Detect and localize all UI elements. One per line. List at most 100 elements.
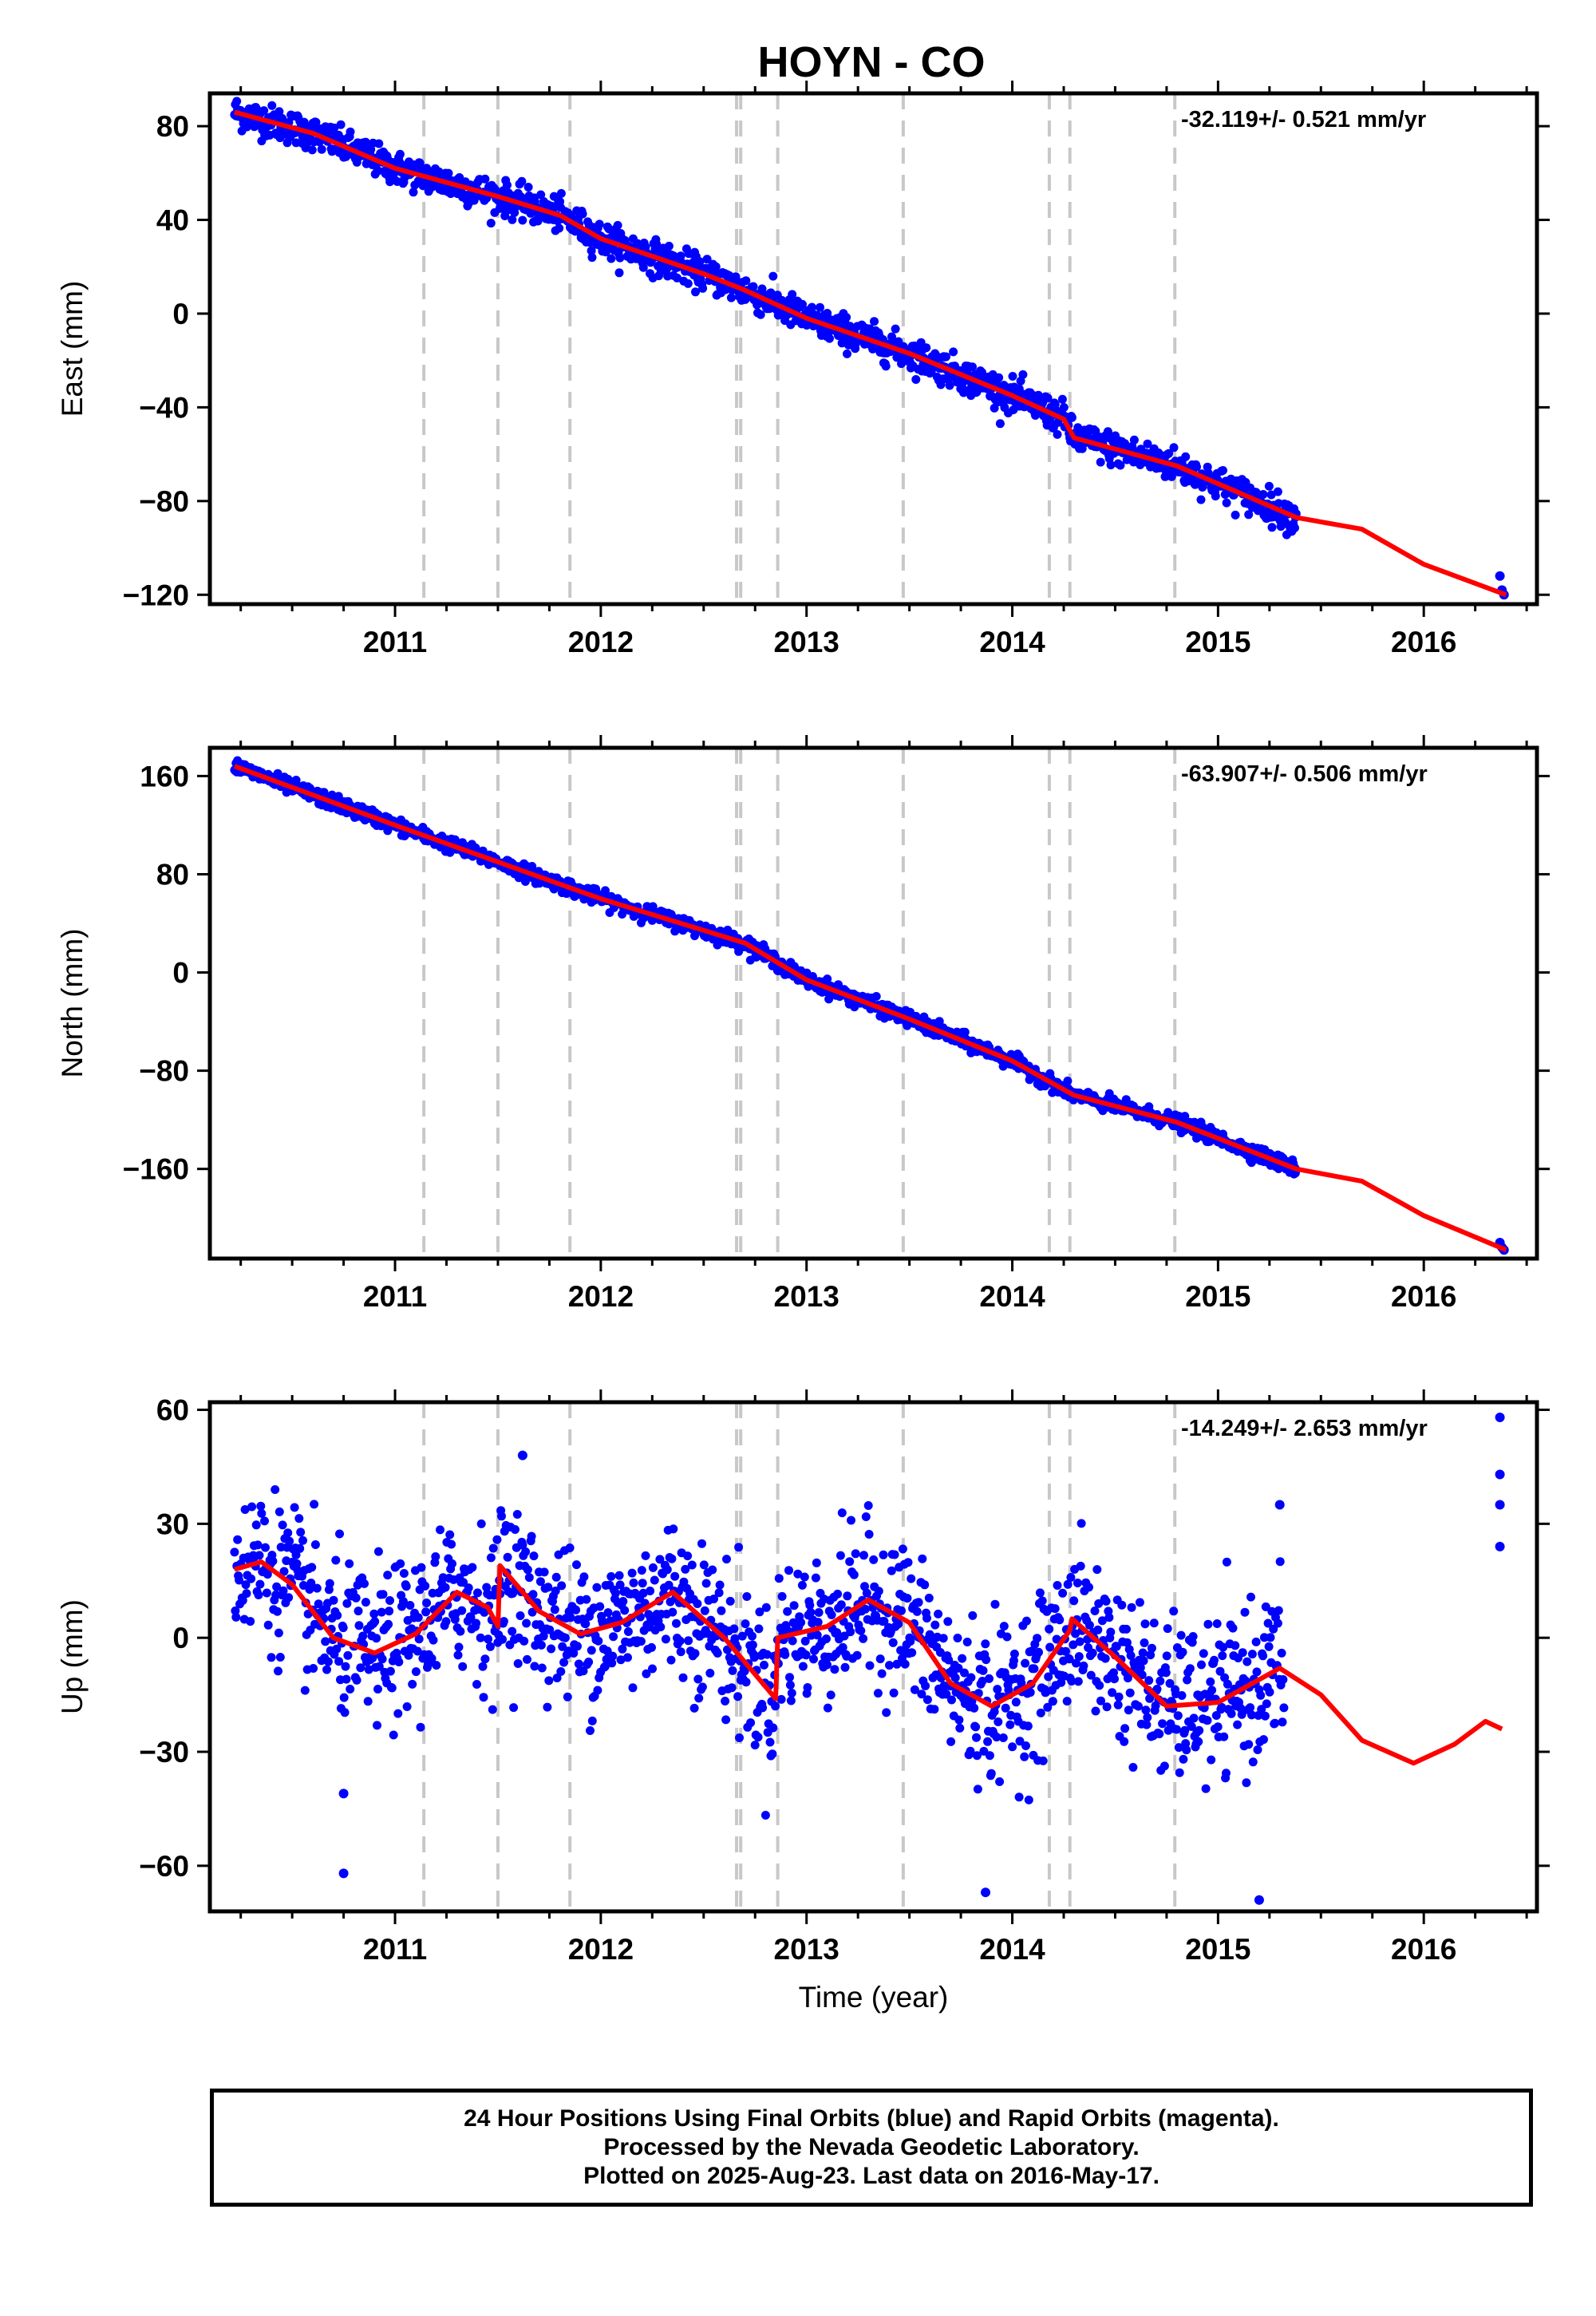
data-point xyxy=(335,1529,344,1539)
data-point xyxy=(897,1606,906,1615)
data-point xyxy=(1061,1646,1070,1656)
y-tick-label: −30 xyxy=(139,1736,189,1769)
footer-line-2: Processed by the Nevada Geodetic Laborat… xyxy=(603,2134,1140,2160)
data-point xyxy=(1277,1648,1286,1658)
data-point xyxy=(637,1566,646,1575)
data-point xyxy=(672,1618,681,1628)
data-point xyxy=(1121,1095,1131,1105)
data-point xyxy=(806,1607,816,1617)
data-point xyxy=(662,1565,672,1575)
data-points xyxy=(230,97,1509,600)
data-point xyxy=(539,1567,549,1577)
data-point xyxy=(509,1703,519,1713)
data-point xyxy=(746,1718,756,1728)
data-point xyxy=(550,1605,559,1614)
data-point xyxy=(1073,1677,1083,1686)
data-point xyxy=(721,1715,731,1725)
data-point xyxy=(1279,1703,1289,1713)
data-point xyxy=(527,1531,536,1541)
data-point xyxy=(793,1569,803,1579)
data-point xyxy=(1183,1675,1192,1685)
data-point xyxy=(754,1624,764,1634)
data-point xyxy=(1275,1557,1285,1567)
data-point xyxy=(907,1574,916,1583)
data-point xyxy=(385,1596,394,1605)
data-point xyxy=(385,1607,394,1616)
data-point xyxy=(422,1599,432,1607)
data-point xyxy=(1110,1674,1119,1684)
data-point xyxy=(1235,1703,1245,1713)
data-point xyxy=(695,257,705,267)
data-point xyxy=(1215,1666,1225,1676)
data-point xyxy=(1073,1579,1082,1587)
data-point xyxy=(711,262,721,271)
data-point xyxy=(384,1619,393,1629)
data-point xyxy=(336,120,346,129)
data-point xyxy=(995,419,1005,429)
data-point xyxy=(543,1702,552,1712)
data-point xyxy=(267,1653,276,1662)
data-point xyxy=(689,1703,699,1713)
data-point xyxy=(666,1655,676,1665)
data-point xyxy=(900,1659,910,1669)
data-point xyxy=(374,1662,384,1671)
data-point xyxy=(894,1619,903,1629)
data-point xyxy=(879,1617,889,1626)
data-point xyxy=(1001,1703,1010,1713)
data-point xyxy=(373,1721,381,1730)
data-point xyxy=(488,1543,498,1553)
data-point xyxy=(1219,466,1227,475)
data-point xyxy=(1163,1624,1172,1634)
x-tick-label: 2015 xyxy=(1185,1280,1250,1313)
data-point xyxy=(627,1568,637,1578)
data-point xyxy=(1071,1629,1080,1638)
data-point xyxy=(1244,1740,1254,1749)
data-point xyxy=(480,174,490,184)
data-point xyxy=(629,1578,638,1587)
data-point xyxy=(1177,1691,1187,1700)
data-point xyxy=(823,309,832,318)
data-point xyxy=(1139,1656,1148,1666)
data-point xyxy=(676,251,685,261)
data-point xyxy=(797,1580,807,1590)
data-point xyxy=(1244,510,1254,520)
data-point xyxy=(518,215,527,225)
data-point xyxy=(498,1634,507,1644)
data-point xyxy=(787,1689,796,1697)
data-point xyxy=(582,1595,591,1604)
data-point xyxy=(278,1520,287,1530)
velocity-annotation: -63.907+/- 0.506 mm/yr xyxy=(1181,761,1428,787)
data-point xyxy=(642,1669,651,1678)
data-point xyxy=(537,1663,547,1673)
data-point xyxy=(1162,1651,1171,1661)
data-points xyxy=(230,1413,1505,1905)
data-point xyxy=(547,1644,556,1654)
data-point xyxy=(1149,1618,1159,1628)
data-point xyxy=(402,1702,412,1711)
data-point xyxy=(1122,1638,1132,1647)
data-point xyxy=(255,1551,264,1560)
data-point xyxy=(342,1599,352,1608)
data-point xyxy=(610,1588,620,1598)
data-point xyxy=(1201,1784,1211,1793)
data-point xyxy=(559,1658,569,1667)
data-point xyxy=(1045,1642,1055,1652)
data-point xyxy=(993,1685,1002,1694)
data-point xyxy=(273,1607,282,1616)
data-point xyxy=(524,1573,534,1583)
data-point xyxy=(529,1551,539,1561)
x-tick-label: 2012 xyxy=(568,1280,634,1313)
data-point xyxy=(578,209,587,219)
data-point xyxy=(906,1637,915,1646)
data-point xyxy=(798,299,807,309)
data-point xyxy=(869,1555,879,1564)
data-point xyxy=(1264,481,1274,491)
data-point xyxy=(845,322,855,331)
data-point xyxy=(1088,1648,1097,1658)
data-point xyxy=(411,1667,421,1677)
data-point xyxy=(275,1507,284,1516)
data-point xyxy=(294,1514,304,1524)
data-point xyxy=(788,290,797,299)
data-point xyxy=(1067,1677,1077,1686)
data-point xyxy=(812,1558,821,1567)
